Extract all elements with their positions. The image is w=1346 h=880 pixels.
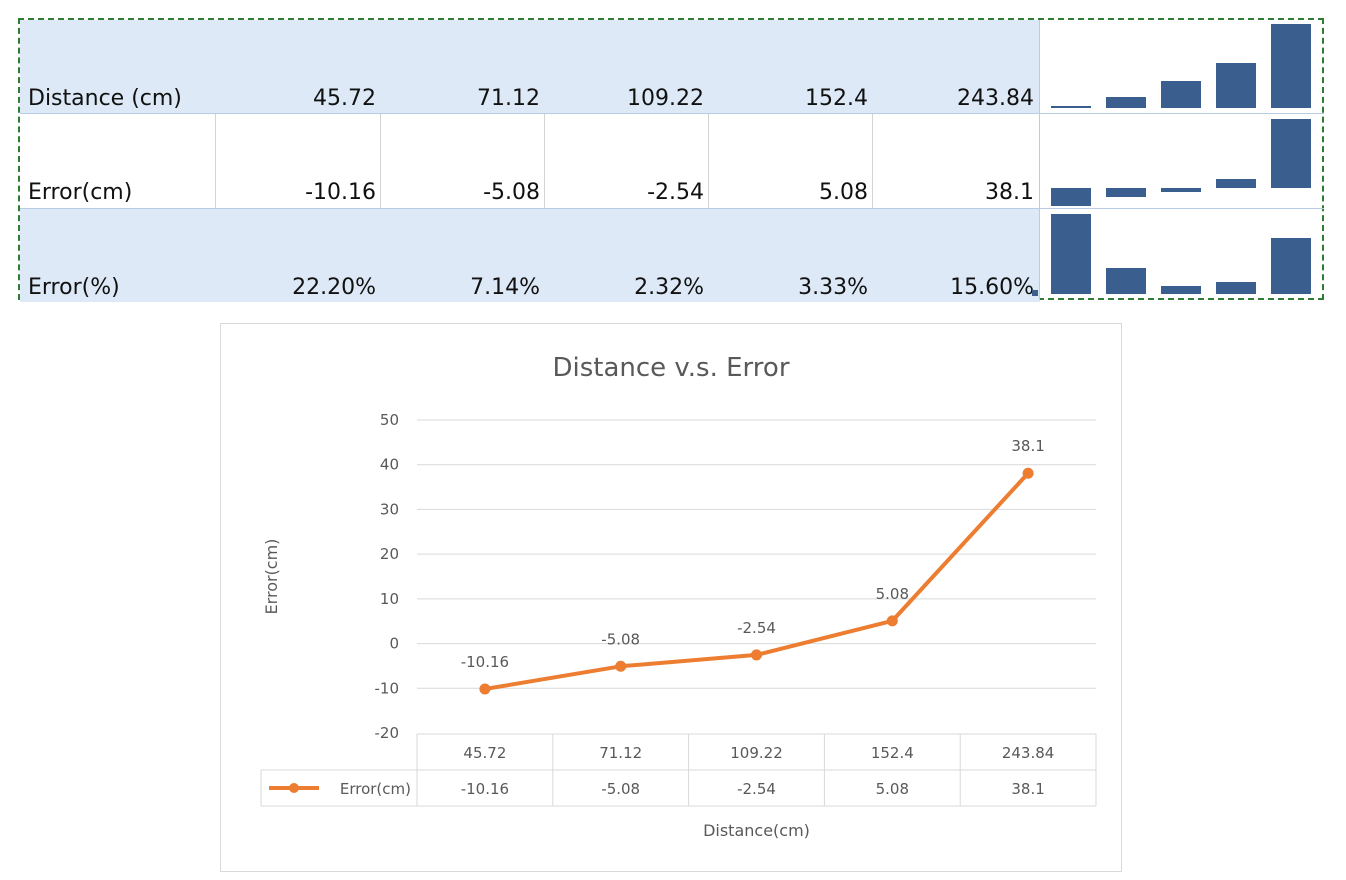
cell-value: 243.84 bbox=[957, 86, 1034, 111]
value-cell[interactable]: -2.54 bbox=[544, 114, 708, 207]
sparkline-bar bbox=[1216, 178, 1256, 188]
cell-value: 15.60% bbox=[950, 275, 1034, 300]
column-divider bbox=[215, 114, 216, 208]
cell-value: -10.16 bbox=[305, 180, 376, 205]
value-cell[interactable]: 7.14% bbox=[380, 209, 544, 302]
data-label: -2.54 bbox=[737, 619, 776, 637]
sparkline-column-divider bbox=[1039, 20, 1040, 300]
sparkline-bar bbox=[1051, 187, 1091, 206]
chart-title: Distance v.s. Error bbox=[552, 353, 789, 383]
cell-value: -2.54 bbox=[647, 180, 704, 205]
data-label: -10.16 bbox=[461, 653, 509, 671]
sparkline-bar bbox=[1271, 24, 1311, 108]
row-label: Error(cm) bbox=[28, 180, 133, 205]
table-value: 38.1 bbox=[1011, 780, 1044, 798]
value-cell[interactable]: -5.08 bbox=[380, 114, 544, 207]
y-tick-label: 0 bbox=[389, 635, 399, 653]
row-label: Distance (cm) bbox=[28, 86, 182, 111]
row-label-cell[interactable]: Distance (cm) bbox=[20, 20, 215, 113]
value-cell[interactable]: 71.12 bbox=[380, 20, 544, 113]
cell-value: 3.33% bbox=[798, 275, 868, 300]
sparkline-bar bbox=[1161, 285, 1201, 294]
data-label: 38.1 bbox=[1011, 437, 1044, 455]
y-tick-label: 20 bbox=[380, 545, 399, 563]
x-category-label: 243.84 bbox=[1002, 744, 1055, 762]
data-point bbox=[1022, 467, 1034, 479]
value-cell[interactable]: 109.22 bbox=[544, 20, 708, 113]
sparkline-bar bbox=[1106, 187, 1146, 197]
x-category-label: 152.4 bbox=[871, 744, 914, 762]
sparkline-bar bbox=[1216, 62, 1256, 108]
x-axis-title: Distance(cm) bbox=[703, 821, 810, 840]
value-cell[interactable]: 15.60% bbox=[872, 209, 1038, 302]
cell-value: 45.72 bbox=[313, 86, 376, 111]
value-cell[interactable]: 38.1 bbox=[872, 114, 1038, 207]
x-category-label: 45.72 bbox=[463, 744, 506, 762]
value-cell[interactable]: -10.16 bbox=[215, 114, 380, 207]
row-label-cell[interactable]: Error(%) bbox=[20, 209, 215, 302]
value-cell[interactable]: 152.4 bbox=[708, 20, 872, 113]
value-cell[interactable]: 243.84 bbox=[872, 20, 1038, 113]
row-label: Error(%) bbox=[28, 275, 120, 300]
y-tick-label: 50 bbox=[380, 411, 399, 429]
sparkline-bar bbox=[1106, 268, 1146, 294]
sparkline-bar bbox=[1051, 214, 1091, 294]
legend-key-marker bbox=[289, 783, 299, 793]
fill-handle[interactable] bbox=[1032, 290, 1038, 296]
y-tick-label: 10 bbox=[380, 590, 399, 608]
chart-area[interactable]: Distance v.s. Error 50 40 30 20 10 0 -10 -20 Erro… bbox=[220, 323, 1122, 872]
sparkline-bar bbox=[1161, 187, 1201, 193]
table-value: -2.54 bbox=[737, 780, 776, 798]
y-axis-title: Error(cm) bbox=[262, 539, 281, 615]
value-cell[interactable]: 22.20% bbox=[215, 209, 380, 302]
spreadsheet-selection[interactable]: Distance (cm) 45.72 71.12 109.22 152.4 243.84… bbox=[18, 18, 1324, 302]
cell-value: 109.22 bbox=[627, 86, 704, 111]
row-label-cell[interactable]: Error(cm) bbox=[20, 114, 215, 207]
row-divider bbox=[20, 113, 1324, 114]
sparkline-bar bbox=[1161, 81, 1201, 108]
data-label: 5.08 bbox=[876, 585, 909, 603]
cell-value: 152.4 bbox=[805, 86, 868, 111]
cell-value: 71.12 bbox=[477, 86, 540, 111]
x-category-label: 71.12 bbox=[599, 744, 642, 762]
column-divider bbox=[380, 114, 381, 208]
value-cell[interactable]: 3.33% bbox=[708, 209, 872, 302]
sparkline-bar bbox=[1216, 282, 1256, 294]
value-cell[interactable]: 5.08 bbox=[708, 114, 872, 207]
y-tick-label: -10 bbox=[375, 679, 400, 697]
value-cell[interactable]: 45.72 bbox=[215, 20, 380, 113]
column-divider bbox=[872, 114, 873, 208]
sparkline-bar bbox=[1271, 119, 1311, 188]
data-label: -5.08 bbox=[601, 630, 640, 648]
value-cell[interactable]: 2.32% bbox=[544, 209, 708, 302]
cell-value: 22.20% bbox=[292, 275, 376, 300]
data-point bbox=[615, 660, 627, 672]
table-value: -5.08 bbox=[601, 780, 640, 798]
data-point bbox=[479, 683, 491, 695]
sparkline-bar bbox=[1106, 97, 1146, 108]
data-point bbox=[886, 615, 898, 627]
table-value: 5.08 bbox=[876, 780, 909, 798]
sparkline-bar bbox=[1271, 237, 1311, 294]
y-tick-label: 40 bbox=[380, 456, 399, 474]
column-divider bbox=[708, 114, 709, 208]
cell-value: 38.1 bbox=[985, 180, 1034, 205]
row-divider bbox=[20, 208, 1324, 209]
cell-value: -5.08 bbox=[483, 180, 540, 205]
data-point bbox=[751, 649, 762, 661]
cell-value: 7.14% bbox=[470, 275, 540, 300]
x-category-label: 109.22 bbox=[730, 744, 783, 762]
sparkline-bar bbox=[1051, 106, 1091, 108]
table-value: -10.16 bbox=[461, 780, 509, 798]
y-tick-label: -20 bbox=[375, 724, 400, 742]
column-divider bbox=[544, 114, 545, 208]
sheet-row-distance bbox=[20, 20, 1040, 113]
sheet-row-error-pct bbox=[20, 209, 1040, 302]
legend-series-name: Error(cm) bbox=[340, 780, 411, 798]
cell-value: 2.32% bbox=[634, 275, 704, 300]
cell-value: 5.08 bbox=[819, 180, 868, 205]
y-tick-label: 30 bbox=[380, 500, 399, 518]
line-chart: Distance v.s. Error 50 40 30 20 10 0 -10 -20 Erro… bbox=[260, 353, 1097, 840]
